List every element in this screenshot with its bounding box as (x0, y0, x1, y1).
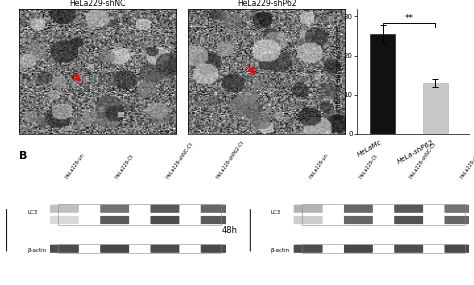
FancyBboxPatch shape (394, 216, 423, 224)
Text: HeLa229-shP62-Ct: HeLa229-shP62-Ct (459, 140, 474, 180)
FancyBboxPatch shape (150, 205, 179, 213)
FancyBboxPatch shape (394, 245, 423, 253)
FancyBboxPatch shape (201, 216, 229, 224)
FancyBboxPatch shape (100, 245, 129, 253)
FancyBboxPatch shape (201, 245, 229, 253)
Text: β-actin: β-actin (271, 248, 290, 253)
FancyBboxPatch shape (294, 245, 323, 253)
FancyBboxPatch shape (294, 216, 323, 224)
FancyBboxPatch shape (344, 205, 373, 213)
Y-axis label: Number of autophagosomes: Number of autophagosomes (336, 24, 342, 119)
FancyBboxPatch shape (445, 205, 474, 213)
Bar (370, 34, 395, 134)
Bar (302, 244, 465, 253)
FancyBboxPatch shape (150, 245, 179, 253)
FancyBboxPatch shape (150, 216, 179, 224)
FancyBboxPatch shape (294, 205, 323, 213)
FancyBboxPatch shape (50, 205, 79, 213)
FancyBboxPatch shape (445, 245, 474, 253)
FancyBboxPatch shape (100, 205, 129, 213)
FancyBboxPatch shape (344, 245, 373, 253)
Bar (58, 204, 221, 225)
Text: HeLa229-shNC-Ct: HeLa229-shNC-Ct (409, 141, 438, 180)
Text: HeLa229-un: HeLa229-un (64, 152, 86, 180)
FancyBboxPatch shape (50, 216, 79, 224)
Text: LC3: LC3 (27, 210, 37, 215)
Title: HeLa229-shNC: HeLa229-shNC (70, 0, 126, 8)
FancyBboxPatch shape (445, 216, 474, 224)
FancyBboxPatch shape (344, 216, 373, 224)
Text: HeLa229-shNC-Ct: HeLa229-shNC-Ct (165, 141, 194, 180)
FancyBboxPatch shape (201, 205, 229, 213)
Bar (302, 204, 465, 225)
Text: HeLa229-shP62-Ct: HeLa229-shP62-Ct (215, 140, 246, 180)
FancyBboxPatch shape (50, 245, 79, 253)
FancyBboxPatch shape (394, 205, 423, 213)
Text: **: ** (405, 14, 414, 23)
Text: HeLa229-un: HeLa229-un (308, 152, 329, 180)
Text: 48h: 48h (222, 226, 238, 235)
FancyBboxPatch shape (100, 216, 129, 224)
Bar (58, 244, 221, 253)
Bar (423, 83, 448, 134)
Text: HeLa229-Ct: HeLa229-Ct (358, 153, 379, 180)
Text: LC3: LC3 (271, 210, 281, 215)
Title: HeLa229-shP62: HeLa229-shP62 (237, 0, 296, 8)
Text: B: B (19, 151, 27, 161)
Text: β-actin: β-actin (27, 248, 46, 253)
Text: HeLa229-Ct: HeLa229-Ct (115, 153, 135, 180)
